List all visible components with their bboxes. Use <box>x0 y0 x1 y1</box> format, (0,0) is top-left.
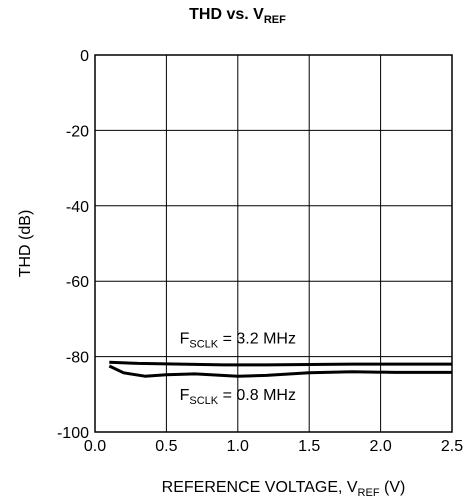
x-axis-label: REFERENCE VOLTAGE, VREF (V) <box>162 479 406 499</box>
series-line-0 <box>109 360 452 367</box>
y-tick-label: -60 <box>66 274 89 291</box>
series-lines <box>108 360 452 378</box>
x-tick-label: 1.5 <box>298 438 320 455</box>
series-line-1 <box>108 364 452 378</box>
chart-title: THD vs. VREF <box>189 6 286 26</box>
x-tick-labels: 0.0 0.5 1.0 1.5 2.0 2.5 <box>84 438 463 455</box>
x-tick-label: 2.0 <box>369 438 391 455</box>
series-annotation: FSCLK = 3.2 MHz <box>180 330 296 350</box>
x-tick-label: 2.5 <box>441 438 463 455</box>
y-tick-labels: 0 -20 -40 -60 -80 -100 <box>57 48 89 442</box>
y-tick-label: 0 <box>80 48 89 65</box>
y-tick-label: -40 <box>66 199 89 216</box>
x-tick-label: 0.0 <box>84 438 106 455</box>
annotations: FSCLK = 3.2 MHz FSCLK = 0.8 MHz <box>180 330 296 407</box>
y-tick-label: -80 <box>66 350 89 367</box>
series-annotation: FSCLK = 0.8 MHz <box>180 387 296 407</box>
x-tick-label: 1.0 <box>227 438 249 455</box>
y-tick-label: -100 <box>57 425 89 442</box>
y-tick-label: -20 <box>66 123 89 140</box>
x-tick-label: 0.5 <box>155 438 177 455</box>
plot-frame <box>94 54 453 433</box>
y-axis-label: THD (dB) <box>17 210 34 278</box>
